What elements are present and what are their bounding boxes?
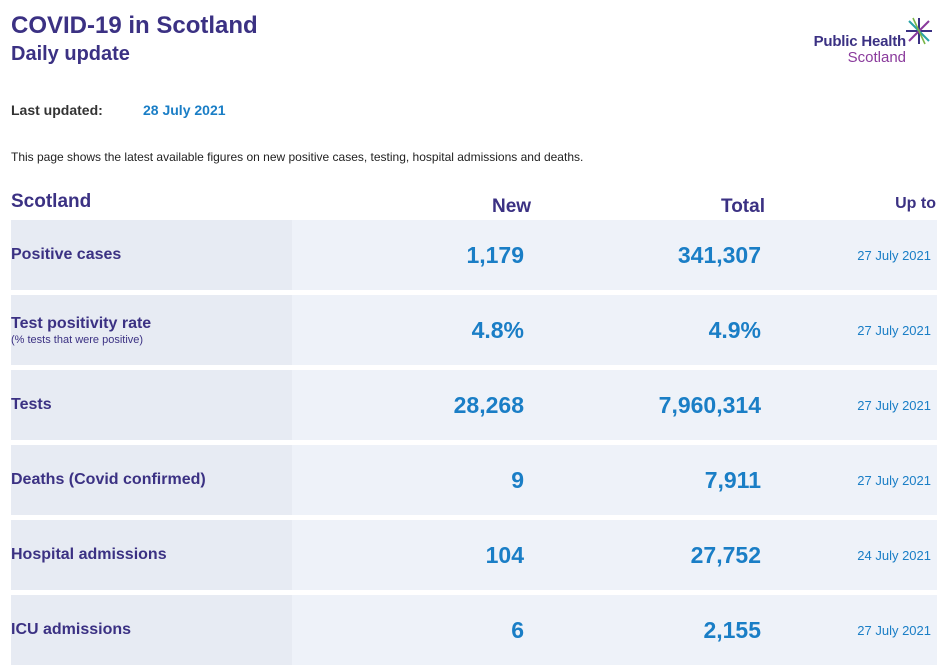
new-value: 1,179 [466, 242, 524, 268]
total-value: 2,155 [703, 617, 761, 643]
table-row-tests: Tests 28,268 7,960,314 27 July 2021 [11, 370, 937, 440]
page-title: COVID-19 in Scotland [11, 12, 258, 39]
up-to-date: 27 July 2021 [857, 398, 931, 413]
row-value-cell [292, 520, 937, 590]
new-value: 28,268 [453, 392, 524, 418]
row-label-cell [11, 220, 292, 290]
column-header-region: Scotland [11, 191, 92, 212]
row-label: Hospital admissions [11, 546, 167, 563]
new-value: 104 [485, 542, 524, 568]
table-row-deaths: Deaths (Covid confirmed) 9 7,911 27 July… [11, 445, 937, 515]
total-value: 7,911 [704, 467, 761, 493]
row-label: Test positivity rate [11, 315, 152, 332]
total-value: 341,307 [677, 242, 761, 268]
row-value-cell [292, 220, 937, 290]
row-value-cell [292, 595, 937, 665]
last-updated-label: Last updated: [11, 102, 103, 118]
table-row-positive-cases: Positive cases 1,179 341,307 27 July 202… [11, 220, 937, 290]
row-label: Deaths (Covid confirmed) [11, 471, 206, 488]
up-to-date: 27 July 2021 [857, 248, 931, 263]
table-row-test-positivity: Test positivity rate (% tests that were … [11, 295, 937, 365]
row-label: Tests [11, 396, 52, 413]
up-to-date: 27 July 2021 [857, 473, 931, 488]
row-label: Positive cases [11, 246, 122, 263]
row-value-cell [292, 295, 937, 365]
row-value-cell [292, 445, 937, 515]
row-label-cell [11, 595, 292, 665]
column-header-new: New [492, 196, 532, 217]
row-label: ICU admissions [11, 621, 132, 638]
total-value: 7,960,314 [658, 392, 761, 418]
logo-line-2: Scotland [847, 49, 906, 66]
up-to-date: 24 July 2021 [857, 548, 931, 563]
intro-text: This page shows the latest available fig… [11, 150, 584, 164]
row-value-cell [292, 370, 937, 440]
up-to-date: 27 July 2021 [857, 323, 931, 338]
row-label-cell [11, 445, 292, 515]
page-subtitle: Daily update [11, 43, 130, 65]
row-label-cell [11, 520, 292, 590]
total-value: 27,752 [690, 542, 761, 568]
column-header-total: Total [721, 196, 765, 217]
new-value: 4.8% [471, 317, 524, 343]
new-value: 6 [511, 617, 524, 643]
column-header-up-to: Up to [895, 195, 936, 212]
new-value: 9 [511, 467, 524, 493]
last-updated-date: 28 July 2021 [143, 102, 226, 118]
public-health-scotland-logo: Public Health Scotland [780, 14, 940, 70]
row-label-cell [11, 295, 292, 365]
star-burst-icon [906, 17, 932, 45]
row-label-cell [11, 370, 292, 440]
table-row-icu-admissions: ICU admissions 6 2,155 27 July 2021 [11, 595, 937, 665]
up-to-date: 27 July 2021 [857, 623, 931, 638]
total-value: 4.9% [708, 317, 761, 343]
row-sublabel: (% tests that were positive) [11, 334, 144, 346]
logo-line-1: Public Health [813, 33, 907, 50]
table-row-hospital-admissions: Hospital admissions 104 27,752 24 July 2… [11, 520, 937, 590]
